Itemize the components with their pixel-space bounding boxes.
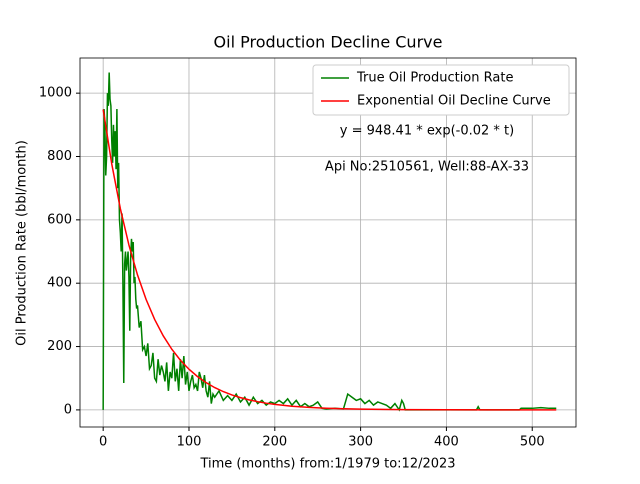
y-tick-label: 800: [47, 149, 72, 164]
x-tick-label: 400: [434, 435, 459, 450]
x-tick-label: 100: [177, 435, 202, 450]
y-tick-label: 1000: [39, 86, 72, 101]
x-axis-label: Time (months) from:1/1979 to:12/2023: [199, 457, 455, 472]
y-tick-label: 0: [64, 402, 72, 417]
series-line: [102, 109, 557, 411]
y-tick-label: 200: [47, 339, 72, 354]
annotation: Api No:2510561, Well:88-AX-33: [325, 160, 529, 175]
x-tick-label: 300: [348, 435, 373, 450]
legend-label: True Oil Production Rate: [356, 71, 513, 86]
x-tick-label: 500: [520, 435, 545, 450]
y-tick-label: 600: [47, 212, 72, 227]
x-tick-label: 200: [262, 435, 287, 450]
y-axis-label: Oil Production Rate (bbl/month): [15, 140, 30, 346]
plot-frame: [79, 57, 577, 428]
x-tick-label: 0: [99, 435, 107, 450]
series-line: [102, 72, 557, 412]
legend-box: [312, 64, 570, 116]
chart-title: Oil Production Decline Curve: [214, 33, 443, 52]
annotation: y = 948.41 * exp(-0.02 * t): [340, 124, 514, 139]
y-tick-label: 400: [47, 276, 72, 291]
legend-label: Exponential Oil Decline Curve: [357, 94, 551, 109]
